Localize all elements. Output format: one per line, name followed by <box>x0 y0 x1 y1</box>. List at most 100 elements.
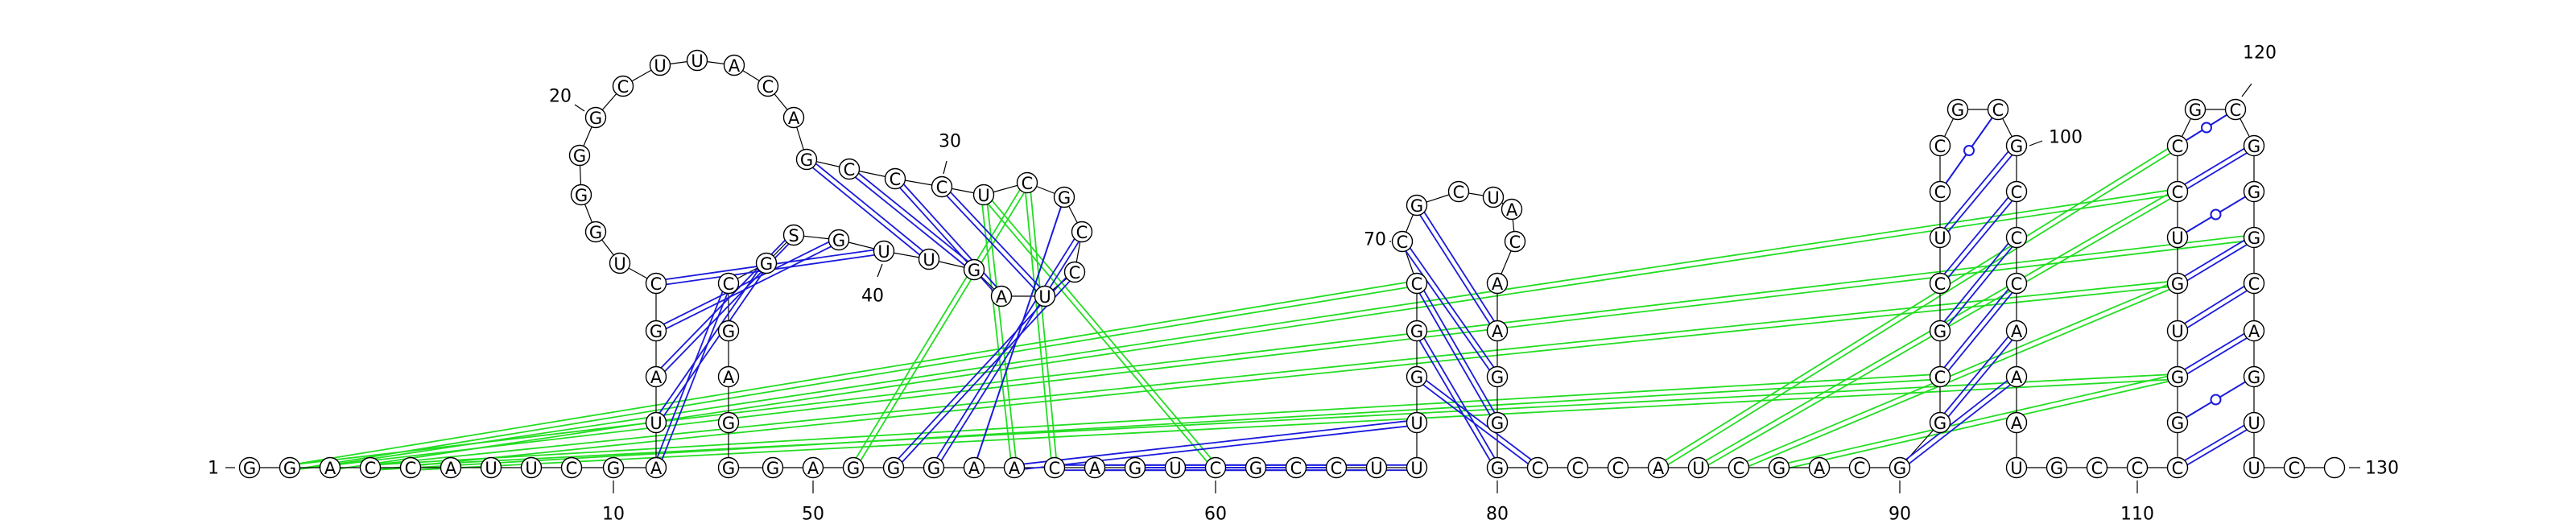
nucleotide-letter: C <box>2172 459 2184 478</box>
nucleotide-6: A <box>441 458 461 479</box>
position-label: 10 <box>602 505 625 525</box>
position-label: 20 <box>549 87 572 107</box>
nucleotide-5: C <box>401 458 421 479</box>
nucleotide-128: U <box>2244 458 2264 479</box>
nucleotide-letter: C <box>2289 459 2301 478</box>
nucleotide-letter: G <box>1491 459 1504 478</box>
nucleotide-115: G <box>2168 274 2188 295</box>
nucleotide-1: G <box>240 458 260 479</box>
nucleotide-18: G <box>572 185 592 206</box>
nucleotide-7: U <box>481 458 502 479</box>
nucleotide-119: G <box>2186 100 2206 121</box>
nucleotide-109: C <box>2087 458 2107 479</box>
nucleotide-107: U <box>2007 458 2027 479</box>
nucleotide-40: U <box>874 241 894 262</box>
nucleotide-letter: G <box>722 459 735 478</box>
nucleotide-125: A <box>2244 321 2264 342</box>
position-label: 40 <box>861 287 884 307</box>
nucleotide-101: C <box>2007 182 2027 203</box>
position-tick <box>2029 141 2042 146</box>
nucleotide-22: U <box>650 56 671 76</box>
nucleotide-letter: G <box>2050 459 2063 478</box>
nucleotide-letter: C <box>1992 101 2004 120</box>
nucleotide-4: C <box>361 458 381 479</box>
position-tick <box>943 161 947 174</box>
nucleotide-65: U <box>1407 458 1427 479</box>
nucleotide-letter: G <box>2171 274 2184 294</box>
nucleotide-letter: G <box>722 414 735 433</box>
nucleotide-letter: G <box>283 459 296 478</box>
nucleotide-28: C <box>840 159 860 180</box>
nucleotide-106: A <box>2007 413 2027 434</box>
nucleotide-90: G <box>1890 458 1910 479</box>
nucleotide-10: G <box>604 458 624 479</box>
nucleotide-71: G <box>1407 196 1427 217</box>
nucleotide-14: G <box>646 321 667 342</box>
nucleotide-letter: C <box>365 459 377 478</box>
nucleotide-letter: C <box>2132 459 2144 478</box>
nucleotide-letter: G <box>2171 414 2184 433</box>
nucleotide-letter: A <box>723 368 735 387</box>
nucleotide-87: G <box>1769 458 1790 479</box>
nucleotide-122: G <box>2244 182 2264 203</box>
nucleotide-letter: C <box>1572 459 1584 478</box>
nucleotide-58: G <box>1125 458 1146 479</box>
nucleotide-letter: G <box>589 223 602 242</box>
nucleotide-8: U <box>522 458 542 479</box>
nucleotide-letter: G <box>1410 368 1423 387</box>
nucleotide-letter: C <box>1509 233 1521 252</box>
nucleotide-37: A <box>992 287 1012 307</box>
nucleotide-letter: A <box>2248 322 2260 341</box>
nucleotide-33: G <box>1055 188 1075 208</box>
nucleotide-letter: U <box>613 254 625 274</box>
nucleotide-letter: U <box>691 52 703 71</box>
nucleotide-letter: U <box>977 186 989 205</box>
pseudoknot-pair <box>411 374 2178 470</box>
nucleotide-47: G <box>719 413 739 434</box>
nucleotide-70: C <box>1393 232 1413 253</box>
nucleotide-36: U <box>1035 287 1055 307</box>
nucleotide-111: C <box>2168 458 2188 479</box>
nucleotide-letter: C <box>2091 459 2103 478</box>
nucleotide-letter: G <box>2171 368 2184 387</box>
nucleotide-letter: A <box>1506 200 1518 220</box>
nucleotide-20: G <box>586 108 606 129</box>
nucleotide-letter: C <box>2172 183 2184 202</box>
nucleotide-letter: U <box>2248 459 2260 478</box>
nucleotide-letter: C <box>1331 459 1343 478</box>
nucleotide-letter: G <box>722 322 735 341</box>
position-label: 60 <box>1204 505 1227 525</box>
nucleotide-letter: C <box>1532 459 1544 478</box>
nucleotide-letter: U <box>1934 229 1946 248</box>
position-label: 130 <box>2365 459 2399 479</box>
nucleotide-letter: G <box>832 231 845 250</box>
nucleotide-29: C <box>886 169 906 190</box>
nucleotide-110: C <box>2128 458 2148 479</box>
nucleotide-97: C <box>1930 136 1951 157</box>
nucleotide-3: A <box>320 458 341 479</box>
nucleotide-60: C <box>1206 458 1226 479</box>
nucleotide-86: C <box>1729 458 1749 479</box>
nucleotide-letter: C <box>2011 274 2023 294</box>
pseudoknot-pair <box>370 374 1940 470</box>
nucleotide-68: G <box>1407 321 1427 342</box>
nucleotide-30: C <box>932 177 952 198</box>
nucleotide-letter: C <box>890 170 902 189</box>
nucleotide-118: C <box>2168 136 2188 157</box>
nucleotide-letter: C <box>405 459 417 478</box>
nucleotide-letter: U <box>485 459 497 478</box>
nucleotide-letter: C <box>936 178 948 197</box>
nucleotide-letter: A <box>650 368 663 387</box>
nucleotide-72: C <box>1449 182 1469 203</box>
nucleotide-letter: G <box>2248 368 2260 387</box>
nucleotide-25: C <box>758 76 778 97</box>
nucleotide-letter: U <box>2171 229 2183 248</box>
nucleotide-letter: A <box>2011 368 2023 387</box>
nucleotide-26: A <box>784 108 804 129</box>
nucleotide-16: U <box>610 254 630 274</box>
nucleotide-letter: A <box>968 459 980 478</box>
nucleotide-50: A <box>803 458 824 479</box>
position-label: 120 <box>2243 43 2277 64</box>
nucleotide-19: G <box>570 146 590 167</box>
